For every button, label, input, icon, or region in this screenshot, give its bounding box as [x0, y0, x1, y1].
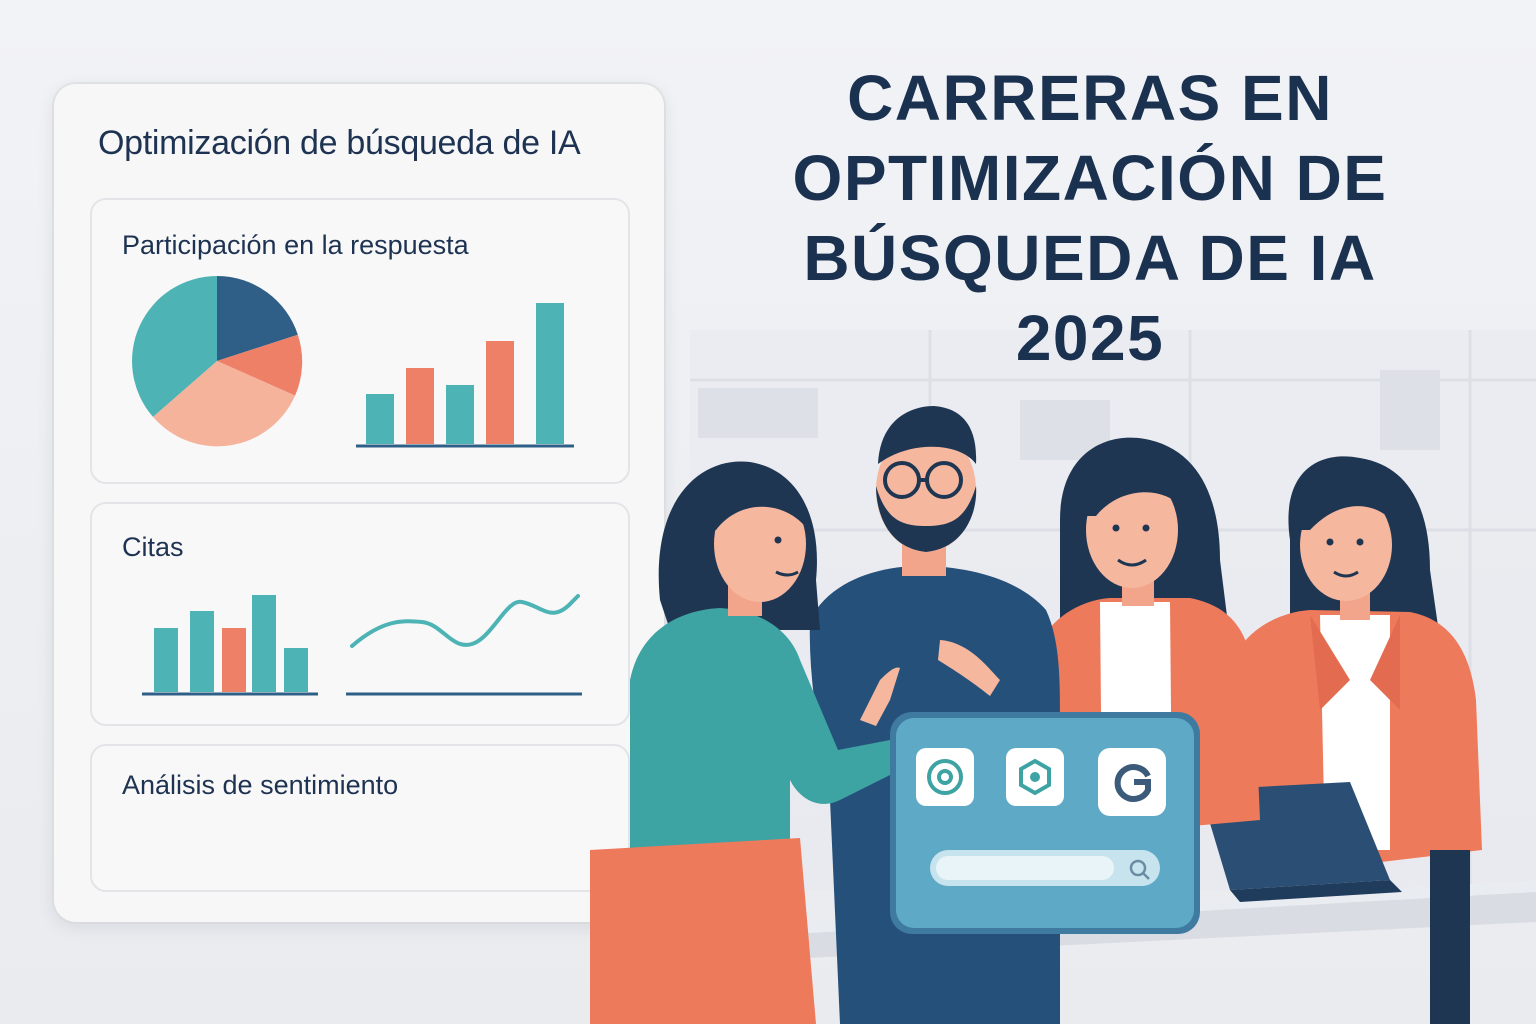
headline-line-2: OPTIMIZACIÓN DE	[792, 142, 1388, 214]
bar	[486, 341, 514, 444]
bar	[190, 611, 214, 692]
line-chart-citations	[346, 594, 582, 696]
trend-line	[350, 594, 580, 648]
headline: CARRERAS EN OPTIMIZACIÓN DE BÚSQUEDA DE …	[740, 58, 1440, 378]
bar	[406, 368, 434, 444]
bar-chart-answer-share	[356, 303, 574, 448]
team-illustration	[590, 406, 1536, 1024]
bar	[252, 595, 276, 692]
card-sentiment: Análisis de sentimiento	[90, 744, 630, 892]
bar-chart-citations	[142, 595, 318, 696]
search-icon	[1129, 859, 1150, 880]
ai-hexagon-icon	[1006, 748, 1064, 806]
pie-chart	[132, 276, 303, 447]
pie-slice-coral	[217, 334, 303, 396]
google-icon	[1098, 748, 1166, 816]
bar	[284, 648, 308, 692]
card-citations: Citas	[90, 502, 630, 726]
pie-slice-navy	[217, 276, 298, 361]
headline-line-4: 2025	[1015, 302, 1165, 374]
pie-slice-peach	[153, 361, 296, 447]
dashboard-panel: Optimización de búsqueda de IA Participa…	[54, 84, 664, 922]
card-title-citations: Citas	[122, 532, 184, 562]
tablet	[890, 712, 1200, 934]
headline-line-1: CARRERAS EN	[847, 62, 1333, 134]
bar	[536, 303, 564, 444]
bar	[222, 628, 246, 692]
card-answer-share: Participación en la respuesta	[90, 198, 630, 484]
dashboard-title: Optimización de búsqueda de IA	[98, 124, 581, 162]
person-right	[1230, 456, 1482, 1024]
card-title-answer-share: Participación en la respuesta	[122, 230, 469, 260]
bar	[154, 628, 178, 692]
headline-line-3: BÚSQUEDA DE IA	[803, 222, 1377, 294]
bar	[446, 385, 474, 444]
card-title-sentiment: Análisis de sentimiento	[122, 770, 399, 800]
person-left	[590, 461, 900, 1024]
bar	[366, 394, 394, 444]
pie-slice-teal	[132, 276, 217, 417]
chatgpt-icon	[916, 748, 974, 806]
